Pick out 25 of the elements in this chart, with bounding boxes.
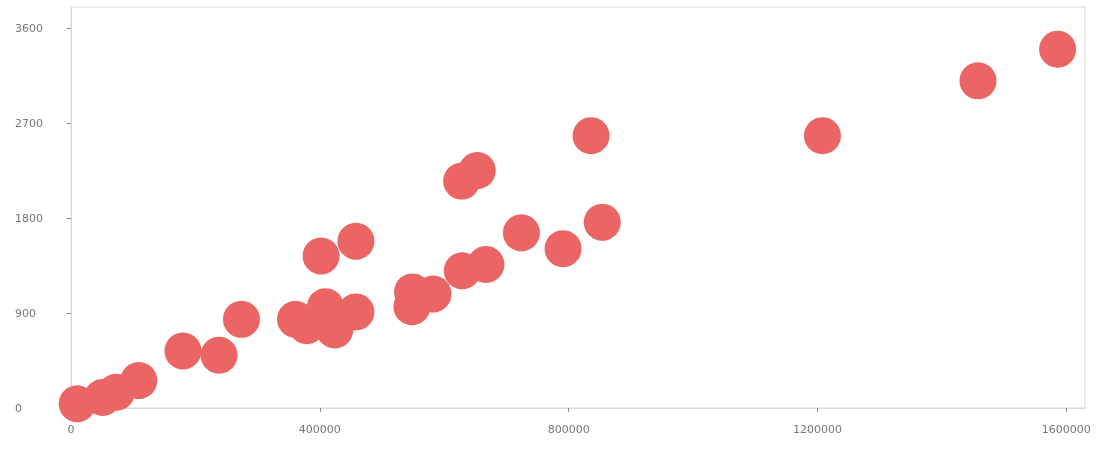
point — [302, 237, 340, 275]
x-tick-label: 800000 — [547, 423, 590, 436]
point — [164, 332, 202, 370]
point — [200, 336, 238, 374]
point — [458, 152, 496, 190]
point — [583, 203, 621, 241]
y-tick-label: 3600 — [15, 21, 43, 35]
x-tick-label: 1200000 — [793, 423, 842, 436]
y-tick-label: 1800 — [15, 211, 43, 225]
point — [222, 300, 260, 338]
point — [804, 117, 841, 155]
point — [467, 245, 505, 283]
y-tick-label: 0 — [15, 401, 22, 415]
point — [959, 62, 997, 100]
x-tick-label: 400000 — [298, 423, 341, 436]
y-tick-label: 2700 — [15, 116, 43, 130]
point — [544, 230, 582, 268]
point — [120, 362, 158, 400]
point — [337, 222, 375, 260]
x-tick-label: 1600000 — [1041, 423, 1091, 436]
y-tick-label: 900 — [15, 306, 36, 320]
point — [1039, 30, 1077, 68]
point — [572, 117, 610, 155]
x-tick-label: 0 — [67, 423, 75, 436]
point — [502, 214, 540, 252]
